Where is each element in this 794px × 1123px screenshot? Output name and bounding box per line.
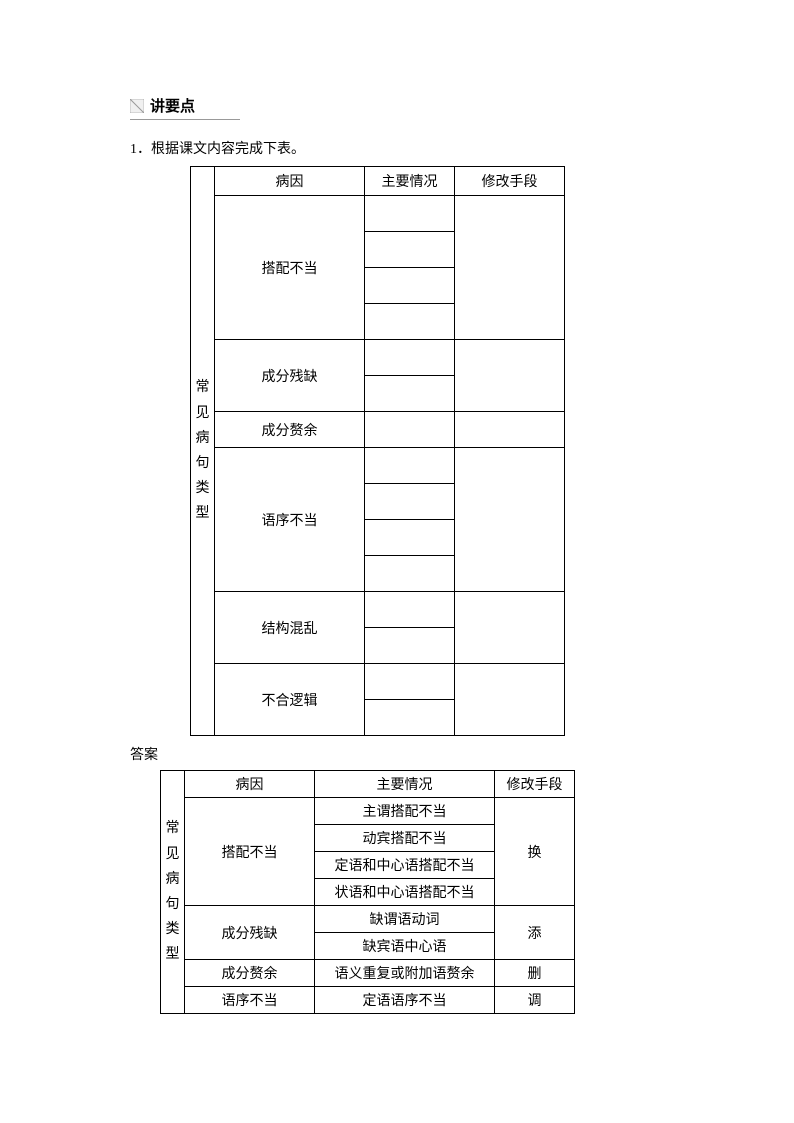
situation-cell	[365, 592, 455, 628]
table-header-situation: 主要情况	[365, 167, 455, 196]
cause-cell: 成分赘余	[215, 412, 365, 448]
situation-cell: 主谓搭配不当	[315, 798, 495, 825]
situation-cell	[365, 664, 455, 700]
situation-cell	[365, 700, 455, 736]
table-header-situation: 主要情况	[315, 771, 495, 798]
situation-cell: 定语和中心语搭配不当	[315, 852, 495, 879]
situation-cell: 状语和中心语搭配不当	[315, 879, 495, 906]
table-header-cause: 病因	[185, 771, 315, 798]
situation-cell	[365, 232, 455, 268]
method-cell	[455, 664, 565, 736]
cause-cell: 成分残缺	[215, 340, 365, 412]
cause-cell: 成分赘余	[185, 960, 315, 987]
situation-cell	[365, 448, 455, 484]
method-cell	[455, 412, 565, 448]
method-cell: 添	[495, 906, 575, 960]
situation-cell	[365, 412, 455, 448]
table-header-method: 修改手段	[495, 771, 575, 798]
section-heading: 讲要点	[130, 95, 240, 120]
question-table: 常见病句类型病因主要情况修改手段搭配不当成分残缺成分赘余语序不当结构混乱不合逻辑	[190, 166, 565, 736]
method-cell	[455, 592, 565, 664]
cause-cell: 不合逻辑	[215, 664, 365, 736]
cause-cell: 语序不当	[215, 448, 365, 592]
situation-cell: 语义重复或附加语赘余	[315, 960, 495, 987]
table-header-cause: 病因	[215, 167, 365, 196]
situation-cell: 缺宾语中心语	[315, 933, 495, 960]
method-cell	[455, 196, 565, 340]
heading-text: 讲要点	[150, 95, 195, 116]
answer-label: 答案	[130, 744, 664, 764]
cause-cell: 搭配不当	[185, 798, 315, 906]
situation-cell: 动宾搭配不当	[315, 825, 495, 852]
method-cell: 调	[495, 987, 575, 1014]
situation-cell	[365, 340, 455, 376]
heading-icon	[130, 99, 144, 113]
vertical-label: 常见病句类型	[161, 771, 185, 1014]
situation-cell	[365, 556, 455, 592]
situation-cell: 缺谓语动词	[315, 906, 495, 933]
method-cell	[455, 340, 565, 412]
situation-cell	[365, 268, 455, 304]
instruction-text: 1．根据课文内容完成下表。	[130, 138, 664, 158]
method-cell: 删	[495, 960, 575, 987]
method-cell: 换	[495, 798, 575, 906]
situation-cell	[365, 376, 455, 412]
cause-cell: 语序不当	[185, 987, 315, 1014]
situation-cell	[365, 484, 455, 520]
method-cell	[455, 448, 565, 592]
situation-cell	[365, 196, 455, 232]
cause-cell: 搭配不当	[215, 196, 365, 340]
cause-cell: 成分残缺	[185, 906, 315, 960]
table-header-method: 修改手段	[455, 167, 565, 196]
situation-cell: 定语语序不当	[315, 987, 495, 1014]
vertical-label: 常见病句类型	[191, 167, 215, 736]
situation-cell	[365, 520, 455, 556]
cause-cell: 结构混乱	[215, 592, 365, 664]
answer-table: 常见病句类型病因主要情况修改手段搭配不当主谓搭配不当换动宾搭配不当定语和中心语搭…	[160, 770, 575, 1014]
situation-cell	[365, 304, 455, 340]
situation-cell	[365, 628, 455, 664]
